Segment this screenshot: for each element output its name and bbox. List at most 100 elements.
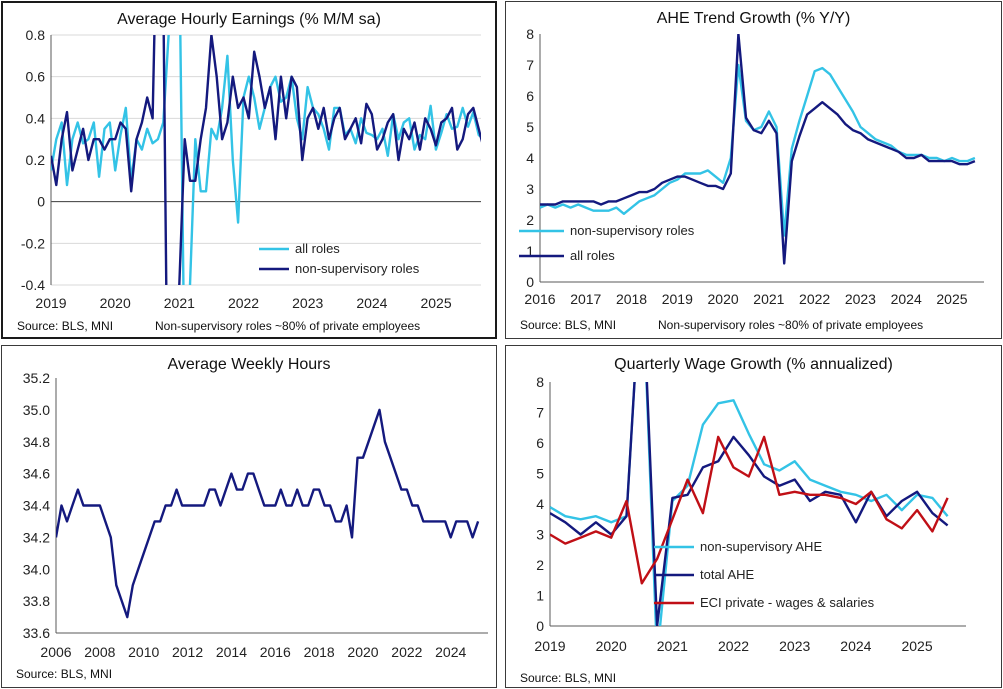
- y-tick-label: 34.0: [23, 561, 50, 577]
- chart-title: Average Weekly Hours: [167, 356, 331, 373]
- x-tick-label: 2017: [570, 291, 601, 307]
- x-tick-label: 2022: [391, 644, 422, 660]
- y-tick-label: 4: [536, 496, 544, 512]
- x-tick-label: 2025: [420, 295, 451, 311]
- y-tick-label: 3: [536, 527, 544, 543]
- y-tick-label: 2: [526, 212, 534, 228]
- chart-source: Source: BLS, MNI: [520, 318, 617, 332]
- legend-label: non-supervisory AHE: [700, 539, 822, 554]
- x-tick-label: 2019: [534, 638, 565, 654]
- y-tick-label: 7: [536, 405, 544, 421]
- y-tick-label: 6: [536, 435, 544, 451]
- x-tick-label: 2018: [616, 291, 647, 307]
- y-tick-label: 0: [526, 274, 534, 290]
- x-tick-label: 2019: [662, 291, 693, 307]
- x-tick-label: 2016: [260, 644, 291, 660]
- chart-plot-area: 8 7 6 5 4 3 2 1 0 2019 2020 2021 2022 2023 2024 2025 non…: [534, 374, 966, 654]
- x-tick-label: 2022: [718, 638, 749, 654]
- y-tick-label: 0: [536, 618, 544, 634]
- x-tick-label: 2014: [216, 644, 247, 660]
- x-tick-label: 2021: [657, 638, 688, 654]
- y-tick-label: 1: [536, 588, 544, 604]
- y-tick-label: 0.4: [26, 110, 46, 126]
- chart-panel-weekly-hours: Average Weekly Hours 35.2 35.0 34.8 34.6 34.…: [1, 345, 497, 688]
- y-tick-label: -0.4: [21, 277, 45, 293]
- chart-title: Average Hourly Earnings (% M/M sa): [117, 11, 381, 28]
- y-tick-label: 33.8: [23, 593, 50, 609]
- x-tick-label: 2024: [840, 638, 871, 654]
- x-tick-label: 2010: [128, 644, 159, 660]
- y-tick-label: 7: [526, 57, 534, 73]
- series-line-all-roles: [51, 35, 481, 285]
- x-tick-label: 2024: [435, 644, 466, 660]
- x-tick-label: 2018: [304, 644, 335, 660]
- x-tick-label: 2012: [172, 644, 203, 660]
- x-tick-label: 2023: [292, 295, 323, 311]
- y-tick-label: 2: [536, 557, 544, 573]
- y-tick-label: 35.2: [23, 370, 50, 386]
- legend-label: all roles: [295, 241, 340, 256]
- y-tick-label: 0: [37, 194, 45, 210]
- legend-label: all roles: [570, 248, 615, 263]
- series-line-non-supervisory-roles: [540, 63, 976, 237]
- x-tick-label: 2022: [799, 291, 830, 307]
- y-tick-label: 35.0: [23, 402, 50, 418]
- chart-note: Non-supervisory roles ~80% of private em…: [658, 318, 924, 332]
- x-tick-label: 2023: [779, 638, 810, 654]
- x-tick-label: 2020: [100, 295, 131, 311]
- legend-label: non-supervisory roles: [570, 223, 695, 238]
- y-tick-label: 8: [536, 374, 544, 390]
- series-line-non-supervisory-ahe: [550, 382, 949, 626]
- y-tick-label: 0.2: [26, 152, 46, 168]
- y-tick-label: 34.2: [23, 529, 50, 545]
- y-tick-label: -0.2: [21, 235, 45, 251]
- chart-title: AHE Trend Growth (% Y/Y): [656, 10, 851, 27]
- y-tick-label: 8: [526, 26, 534, 42]
- x-tick-label: 2024: [891, 291, 922, 307]
- x-tick-label: 2020: [347, 644, 378, 660]
- y-tick-label: 0.6: [26, 69, 46, 85]
- series-line-eci-private-wages-salaries: [550, 435, 949, 585]
- y-tick-label: 4: [526, 150, 534, 166]
- chart-panel-ahe-mm: Average Hourly Earnings (% M/M sa) 0.8 0.…: [1, 1, 497, 339]
- y-tick-label: 0.8: [26, 27, 46, 43]
- series-line-total-ahe: [550, 382, 949, 626]
- y-tick-label: 5: [526, 119, 534, 135]
- chart-source: Source: BLS, MNI: [17, 319, 114, 333]
- series-line-non-supervisory-roles: [51, 35, 481, 285]
- x-tick-label: 2025: [901, 638, 932, 654]
- x-tick-label: 2006: [40, 644, 71, 660]
- series-line-all-roles: [540, 34, 976, 265]
- x-tick-label: 2019: [35, 295, 66, 311]
- chart-source: Source: BLS, MNI: [520, 671, 617, 685]
- x-tick-label: 2021: [753, 291, 784, 307]
- legend-label: non-supervisory roles: [295, 261, 420, 276]
- x-tick-label: 2020: [708, 291, 739, 307]
- chart-panel-quarterly-wage: Quarterly Wage Growth (% annualized) 8 7 6…: [505, 345, 1002, 688]
- y-tick-label: 34.4: [23, 498, 50, 514]
- x-tick-label: 2023: [845, 291, 876, 307]
- x-tick-label: 2008: [84, 644, 115, 660]
- y-tick-label: 34.6: [23, 466, 50, 482]
- chart-note: Non-supervisory roles ~80% of private em…: [155, 319, 421, 333]
- series-line-hours: [56, 408, 480, 619]
- x-tick-label: 2020: [596, 638, 627, 654]
- y-tick-label: 3: [526, 181, 534, 197]
- legend-label: total AHE: [700, 567, 755, 582]
- y-tick-label: 5: [536, 466, 544, 482]
- chart-source: Source: BLS, MNI: [16, 667, 113, 681]
- y-tick-label: 1: [526, 243, 534, 259]
- chart-panel-ahe-trend: AHE Trend Growth (% Y/Y) 8 7 6 5 4 3 2 1 0 2016 20…: [505, 1, 1002, 339]
- y-tick-label: 33.6: [23, 625, 50, 641]
- y-tick-label: 6: [526, 88, 534, 104]
- chart-plot-area: 0.8 0.6 0.4 0.2 0 -0.2 -0.4 2019 2020 2021 2022 202…: [21, 27, 481, 311]
- x-tick-label: 2024: [356, 295, 387, 311]
- chart-plot-area: 35.2 35.0 34.8 34.6 34.4 34.2 34.0 33.8 33.6 2006…: [23, 370, 488, 660]
- x-tick-label: 2025: [936, 291, 967, 307]
- legend-label: ECI private - wages & salaries: [700, 595, 875, 610]
- x-tick-label: 2016: [524, 291, 555, 307]
- x-tick-label: 2021: [164, 295, 195, 311]
- x-tick-label: 2022: [228, 295, 259, 311]
- y-tick-label: 34.8: [23, 434, 50, 450]
